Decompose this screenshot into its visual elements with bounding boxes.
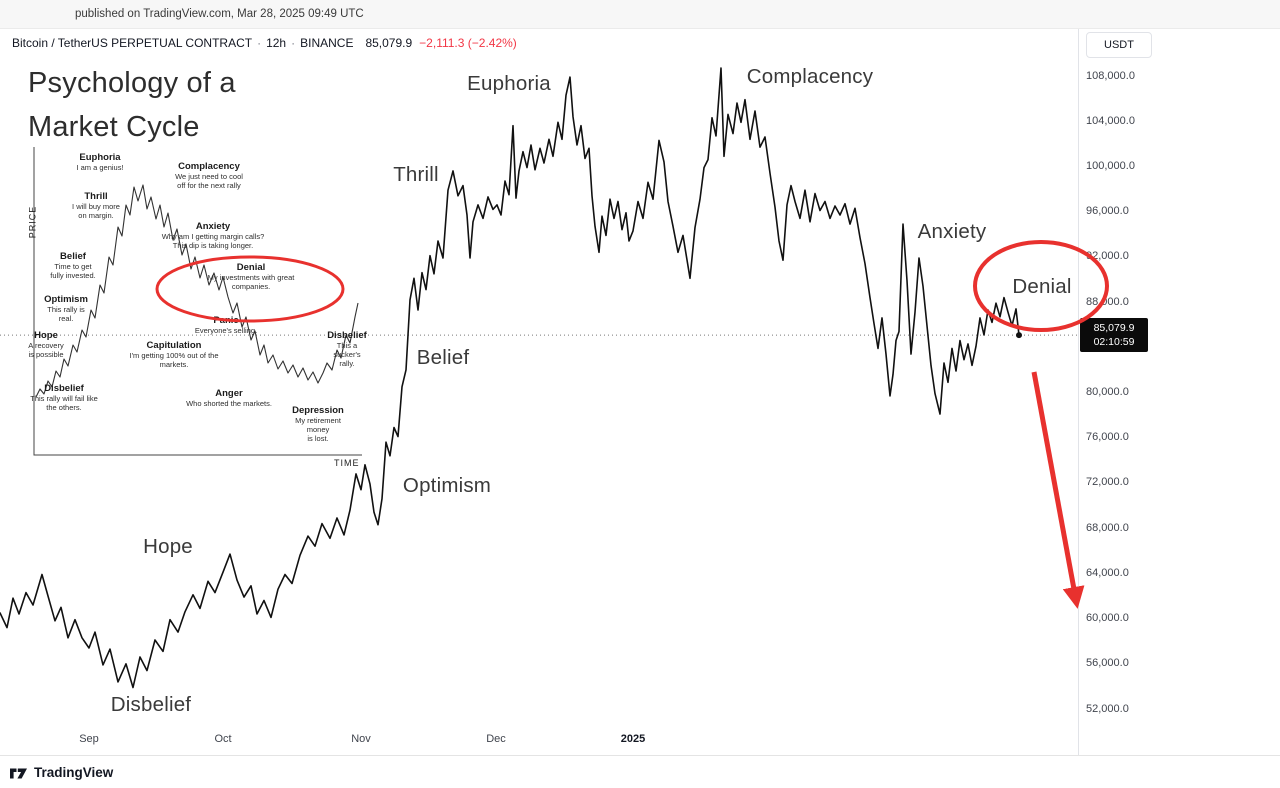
inset-label-euphoria-0: Euphoria I am a genius! bbox=[76, 152, 124, 173]
inset-phase-caption: This rally is real. bbox=[47, 304, 85, 323]
time-label-Nov: Nov bbox=[351, 733, 371, 745]
price-tick-80000: 80,000.0 bbox=[1086, 386, 1129, 398]
inset-phase-name: Disbelief bbox=[327, 330, 367, 341]
interval-label[interactable]: 12h bbox=[266, 36, 287, 50]
price-tick-72000: 72,000.0 bbox=[1086, 476, 1129, 489]
tradingview-brand: TradingView bbox=[34, 764, 114, 780]
inset-phase-name: Belief bbox=[60, 251, 86, 262]
inset-phase-name: Euphoria bbox=[79, 152, 121, 163]
phase-label-belief: Belief bbox=[416, 346, 470, 369]
header-last-price: 85,079.9 bbox=[365, 36, 413, 50]
inset-label-hope-7: Hope A recovery is possible bbox=[28, 330, 64, 360]
inset-phase-caption: I'm getting 100% out of the markets. bbox=[129, 350, 219, 369]
page-title-line2: Market Cycle bbox=[28, 110, 200, 143]
inset-phase-name: Anger bbox=[215, 388, 243, 399]
exchange-label: BINANCE bbox=[300, 36, 354, 50]
inset-label-complacency-1: Complacency We just need to cool off for … bbox=[175, 161, 243, 191]
inset-label-capitulation-9: Capitulation I'm getting 100% out of the … bbox=[129, 340, 219, 370]
inset-label-denial-5: Denial My investments with great companie… bbox=[207, 262, 295, 292]
bar-countdown: 02:10:59 bbox=[1093, 336, 1135, 349]
price-tick-96000: 96,000.0 bbox=[1086, 205, 1129, 218]
price-line-series bbox=[0, 67, 1020, 689]
inset-phase-caption: Time to get fully invested. bbox=[50, 261, 96, 280]
header-separator: · bbox=[257, 36, 262, 50]
symbol-title[interactable]: Bitcoin / TetherUS PERPETUAL CONTRACT bbox=[12, 36, 253, 50]
inset-phase-caption: Everyone's selling. bbox=[194, 325, 258, 335]
inset-label-depression-12: Depression My retirement money is lost. bbox=[285, 405, 351, 443]
inset-label-thrill-2: Thrill I will buy more on margin. bbox=[72, 191, 120, 221]
footer-bar: TradingView bbox=[0, 755, 1280, 788]
inset-phase-caption: My retirement money is lost. bbox=[295, 415, 341, 443]
price-tick-68000: 68,000.0 bbox=[1086, 521, 1129, 534]
price-tick-92000: 92,000.0 bbox=[1086, 250, 1129, 263]
inset-phase-name: Complacency bbox=[178, 161, 240, 172]
inset-phase-caption: This rally will fail like the others. bbox=[30, 393, 98, 412]
inset-label-belief-4: Belief Time to get fully invested. bbox=[50, 251, 96, 281]
inset-axes bbox=[33, 147, 362, 456]
price-tick-60000: 60,000.0 bbox=[1086, 612, 1129, 625]
header-separator: · bbox=[291, 36, 296, 50]
inset-phase-name: Anxiety bbox=[195, 221, 231, 232]
inset-phase-caption: I am a genius! bbox=[76, 162, 124, 172]
price-tick-100000: 100,000.0 bbox=[1086, 159, 1135, 172]
phase-label-disbelief: Disbelief bbox=[110, 693, 192, 716]
time-label-2025: 2025 bbox=[620, 733, 646, 745]
inset-phase-caption: Why am I getting margin calls? This dip … bbox=[161, 231, 265, 250]
inset-phase-caption: Who shorted the markets. bbox=[186, 398, 272, 408]
price-tick-88000: 88,000.0 bbox=[1086, 295, 1129, 308]
inset-label-disbelief-10: Disbelief This rally will fail like the o… bbox=[30, 383, 98, 413]
time-label-Oct: Oct bbox=[214, 733, 232, 745]
published-bar: published on TradingView.com, Mar 28, 20… bbox=[0, 0, 1280, 29]
inset-phase-caption: We just need to cool off for the next ra… bbox=[175, 171, 243, 190]
price-tick-108000: 108,000.0 bbox=[1086, 69, 1135, 82]
inset-phase-caption: A recovery is possible bbox=[28, 340, 64, 359]
phase-label-complacency: Complacency bbox=[746, 65, 874, 88]
phase-label-euphoria: Euphoria bbox=[467, 72, 551, 95]
phase-label-hope: Hope bbox=[143, 535, 193, 558]
chart-header: Bitcoin / TetherUS PERPETUAL CONTRACT · … bbox=[0, 29, 1090, 57]
inset-label-anxiety-3: Anxiety Why am I getting margin calls? Th… bbox=[161, 221, 265, 251]
phase-label-denial: Denial bbox=[1012, 275, 1072, 298]
last-price-dot bbox=[1016, 332, 1022, 339]
inset-phase-caption: I will buy more on margin. bbox=[72, 201, 120, 220]
time-scale[interactable]: Sep Oct Nov Dec 2025 bbox=[0, 726, 1078, 755]
page-title: Psychology of a Market Cycle bbox=[28, 62, 236, 149]
inset-label-panic-8: Panic Everyone's selling. bbox=[194, 315, 258, 336]
inset-label-anger-11: Anger Who shorted the markets. bbox=[186, 388, 272, 409]
market-cycle-inset: Euphoria I am a genius! Complacency We just… bbox=[27, 145, 384, 468]
inset-label-optimism-6: Optimism This rally is real. bbox=[44, 294, 88, 324]
published-text: published on TradingView.com, Mar 28, 20… bbox=[75, 8, 364, 20]
last-price-badge: 85,079.9 02:10:59 bbox=[1080, 318, 1148, 353]
price-tick-76000: 76,000.0 bbox=[1086, 431, 1129, 444]
time-label-Sep: Sep bbox=[79, 733, 99, 745]
inset-phase-name: Optimism bbox=[44, 294, 88, 305]
phase-label-anxiety: Anxiety bbox=[917, 220, 987, 243]
inset-phase-name: Hope bbox=[34, 330, 58, 341]
price-scale[interactable] bbox=[1078, 28, 1280, 755]
price-tick-64000: 64,000.0 bbox=[1086, 566, 1129, 579]
price-tick-104000: 104,000.0 bbox=[1086, 114, 1135, 127]
tradingview-logo-icon bbox=[10, 768, 27, 778]
inset-phase-name: Disbelief bbox=[44, 383, 84, 394]
inset-phase-caption: My investments with great companies. bbox=[207, 272, 295, 291]
header-price-change: −2,111.3 (−2.42%) bbox=[419, 36, 517, 50]
last-price-badge-value: 85,079.9 bbox=[1093, 321, 1135, 334]
inset-phase-caption: This a sucker's rally. bbox=[333, 340, 361, 368]
page-title-line1: Psychology of a bbox=[28, 67, 236, 99]
inset-time-axis-label: TIME bbox=[334, 458, 360, 468]
phase-label-optimism: Optimism bbox=[402, 474, 492, 497]
price-tick-52000: 52,000.0 bbox=[1086, 702, 1129, 715]
inset-phase-name: Depression bbox=[292, 405, 344, 416]
inset-phase-name: Thrill bbox=[84, 191, 108, 202]
inset-label-disbelief-13: Disbelief This a sucker's rally. bbox=[327, 330, 367, 368]
phase-label-thrill: Thrill bbox=[393, 163, 439, 186]
currency-button[interactable]: USDT bbox=[1086, 32, 1152, 58]
inset-phase-name: Capitulation bbox=[146, 340, 202, 351]
price-tick-56000: 56,000.0 bbox=[1086, 657, 1129, 670]
time-label-Dec: Dec bbox=[486, 733, 506, 745]
inset-price-axis-label: PRICE bbox=[27, 205, 38, 239]
